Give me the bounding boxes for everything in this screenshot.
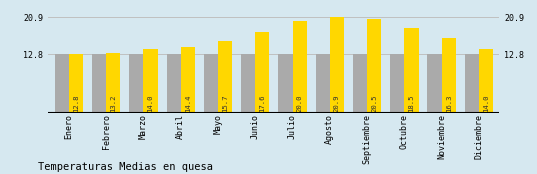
Bar: [106, 53, 120, 113]
Bar: [390, 54, 404, 113]
Text: 17.6: 17.6: [259, 94, 265, 112]
Bar: [353, 54, 367, 113]
Text: 13.2: 13.2: [110, 94, 116, 112]
Bar: [69, 54, 83, 113]
Text: 20.9: 20.9: [334, 94, 340, 112]
Text: 14.0: 14.0: [148, 94, 154, 112]
Bar: [218, 41, 232, 113]
Bar: [479, 49, 493, 113]
Text: Temperaturas Medias en quesa: Temperaturas Medias en quesa: [38, 162, 213, 172]
Text: 16.3: 16.3: [446, 94, 452, 112]
Bar: [241, 54, 255, 113]
Bar: [129, 54, 143, 113]
Bar: [278, 54, 293, 113]
Text: 14.0: 14.0: [483, 94, 489, 112]
Bar: [166, 54, 180, 113]
Bar: [330, 17, 344, 113]
Text: 20.5: 20.5: [371, 94, 377, 112]
Bar: [255, 32, 270, 113]
Bar: [143, 49, 157, 113]
Text: 18.5: 18.5: [409, 94, 415, 112]
Bar: [316, 54, 330, 113]
Bar: [55, 54, 69, 113]
Bar: [404, 28, 418, 113]
Bar: [367, 19, 381, 113]
Text: 14.4: 14.4: [185, 94, 191, 112]
Text: 12.8: 12.8: [73, 94, 79, 112]
Bar: [204, 54, 218, 113]
Bar: [465, 54, 479, 113]
Bar: [92, 54, 106, 113]
Bar: [293, 21, 307, 113]
Text: 15.7: 15.7: [222, 94, 228, 112]
Bar: [180, 47, 195, 113]
Bar: [441, 38, 456, 113]
Text: 20.0: 20.0: [296, 94, 302, 112]
Bar: [427, 54, 441, 113]
